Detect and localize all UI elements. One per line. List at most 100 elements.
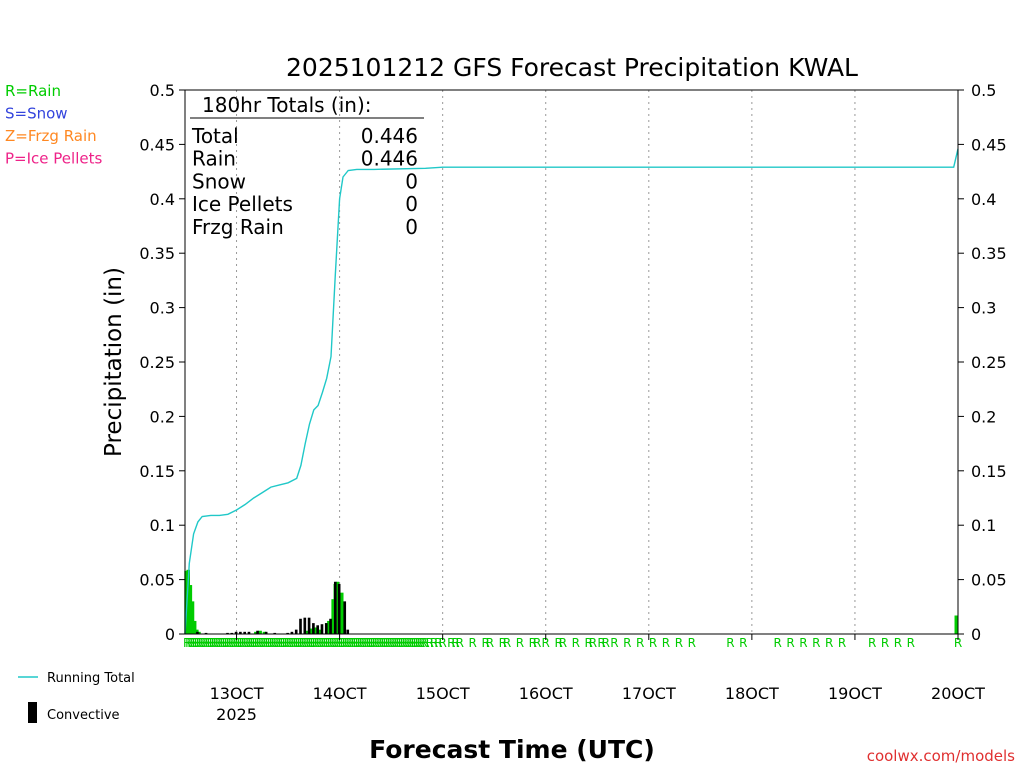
rain-marker: R <box>636 636 644 650</box>
running-total-line <box>184 148 959 635</box>
convective-bar <box>239 631 242 634</box>
rain-marker: R <box>239 636 247 650</box>
rain-marker: R <box>372 636 380 650</box>
rain-marker: R <box>226 636 234 650</box>
rain-marker: R <box>258 636 266 650</box>
rain-marker: R <box>301 636 309 650</box>
rain-marker: R <box>346 636 354 650</box>
convective-bar <box>346 629 350 634</box>
credit-text: coolwx.com/models <box>867 747 1015 765</box>
rain-marker: R <box>417 636 425 650</box>
rain-marker: R <box>396 636 404 650</box>
rain-marker: R <box>739 636 747 650</box>
rain-marker: R <box>662 636 670 650</box>
totals-row-value: 0.446 <box>361 147 418 171</box>
rain-marker: R <box>688 636 696 650</box>
rain-marker: R <box>503 636 511 650</box>
rain-marker: R <box>907 636 915 650</box>
rain-marker: R <box>370 636 378 650</box>
convective-bar <box>316 625 320 634</box>
rain-marker: R <box>267 636 275 650</box>
convective-bar <box>299 618 302 634</box>
rain-marker: R <box>308 636 316 650</box>
rain-marker: R <box>365 636 373 650</box>
rain-marker: R <box>542 636 550 650</box>
convective-bar <box>324 623 328 634</box>
rain-marker: R <box>533 636 541 650</box>
rain-marker: R <box>799 636 807 650</box>
rain-marker: R <box>314 636 322 650</box>
rain-marker: R <box>333 636 341 650</box>
convective-bar <box>230 632 234 634</box>
rain-marker: R <box>204 636 212 650</box>
rain-marker: R <box>200 636 208 650</box>
y-tick-label-left: 0.25 <box>139 353 175 372</box>
rain-marker: R <box>185 636 193 650</box>
x-tick-label: 18OCT <box>725 684 779 703</box>
rain-bar <box>254 631 258 634</box>
rain-marker: R <box>235 636 243 650</box>
rain-marker: R <box>413 636 421 650</box>
rain-bar <box>314 627 318 634</box>
y-tick-label-right: 0.1 <box>971 516 996 535</box>
rain-marker: R <box>316 636 324 650</box>
rain-marker: R <box>222 636 230 650</box>
rain-marker: R <box>331 636 339 650</box>
convective-bar <box>290 631 294 634</box>
rain-marker: R <box>230 636 238 650</box>
rain-marker: R <box>383 636 391 650</box>
rain-marker: R <box>335 636 343 650</box>
rain-marker: R <box>262 636 270 650</box>
convective-bar <box>337 583 341 634</box>
rain-marker: R <box>310 636 318 650</box>
totals-row-value: 0 <box>405 215 418 239</box>
totals-row-value: 0 <box>405 192 418 216</box>
rain-bar <box>331 599 335 634</box>
rain-marker: R <box>438 636 446 650</box>
convective-bar <box>273 632 277 634</box>
rain-marker: R <box>402 636 410 650</box>
rain-marker: R <box>430 636 438 650</box>
rain-marker: R <box>256 636 264 650</box>
rain-marker: R <box>389 636 397 650</box>
rain-marker: R <box>378 636 386 650</box>
rain-marker: R <box>726 636 734 650</box>
rain-marker: R <box>325 636 333 650</box>
convective-bar <box>307 617 311 634</box>
rain-marker: R <box>469 636 477 650</box>
rain-marker: R <box>303 636 311 650</box>
rain-marker: R <box>419 636 427 650</box>
y-tick-label-left: 0.15 <box>139 462 175 481</box>
rain-marker: R <box>391 636 399 650</box>
rain-marker: R <box>456 636 464 650</box>
convective-bar <box>196 631 199 634</box>
x-tick-label: 19OCT <box>828 684 882 703</box>
totals-header: 180hr Totals (in): <box>202 93 372 117</box>
totals-box: 180hr Totals (in): Total 0.446 Rain 0.446 Sn… <box>190 93 424 239</box>
rain-bar <box>258 630 262 634</box>
rain-marker: R <box>271 636 279 650</box>
x-tick-label: 13OCT <box>210 684 264 703</box>
x-tick-label: 17OCT <box>622 684 676 703</box>
rain-bar <box>190 601 195 634</box>
rain-marker: R <box>194 636 202 650</box>
y-tick-label-right: 0.5 <box>971 81 996 100</box>
rain-marker: R <box>290 636 298 650</box>
rain-marker: R <box>529 636 537 650</box>
rain-marker: R <box>340 636 348 650</box>
rain-bar <box>335 581 340 634</box>
x-axis-ticks: 13OCT 2025 14OCT 15OCT 16OCT 17OCT 18OCT 19OCT 2… <box>210 634 985 724</box>
convective-bar <box>234 631 238 634</box>
rain-marker: R <box>398 636 406 650</box>
rain-marker: R <box>773 636 781 650</box>
rain-marker: R <box>247 636 255 650</box>
rain-marker: R <box>559 636 567 650</box>
rain-marker: R <box>376 636 384 650</box>
convective-bar <box>256 630 259 634</box>
rain-marker: R <box>385 636 393 650</box>
totals-row-label: Total <box>191 124 239 148</box>
rain-marker: R <box>237 636 245 650</box>
rain-marker: R <box>318 636 326 650</box>
y-axis-label: Precipitation (in) <box>101 267 127 457</box>
